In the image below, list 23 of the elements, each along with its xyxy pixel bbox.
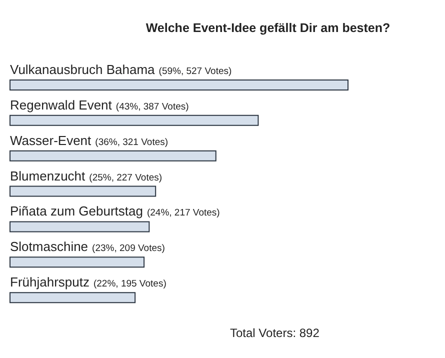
bar [10, 292, 136, 304]
y-tick-label: Piñata zum Geburtstag [10, 204, 143, 219]
bar [10, 221, 150, 232]
y-tick-label: Frühjahrsputz [10, 274, 90, 290]
bar [10, 256, 145, 268]
text: Total Voters: 892 [230, 326, 320, 340]
bar [10, 114, 259, 126]
y-tick-label: Slotmaschine [10, 239, 88, 254]
data-label: (24%, 217 Votes) [146, 208, 220, 219]
data-label: (23%, 209 Votes) [92, 243, 165, 254]
y-tick-label: Wasser-Event [10, 132, 92, 148]
y-tick-label: Vulkanausbruch Bahama [10, 62, 156, 77]
data-label: (43%, 387 Votes) [116, 101, 189, 112]
data-label: (59%, 527 Votes) [158, 66, 232, 77]
chart-title: Welche Event-Idee gefällt Dir am besten? [144, 21, 392, 35]
data-label: (22%, 195 Votes) [93, 278, 166, 290]
bar [10, 80, 348, 90]
data-label: (36%, 321 Votes) [95, 136, 168, 148]
data-label: (25%, 227 Votes) [89, 172, 162, 184]
y-tick-label: Regenwald Event [10, 97, 112, 112]
bar [10, 186, 156, 197]
bar [10, 150, 216, 162]
y-tick-label: Blumenzucht [10, 168, 86, 184]
